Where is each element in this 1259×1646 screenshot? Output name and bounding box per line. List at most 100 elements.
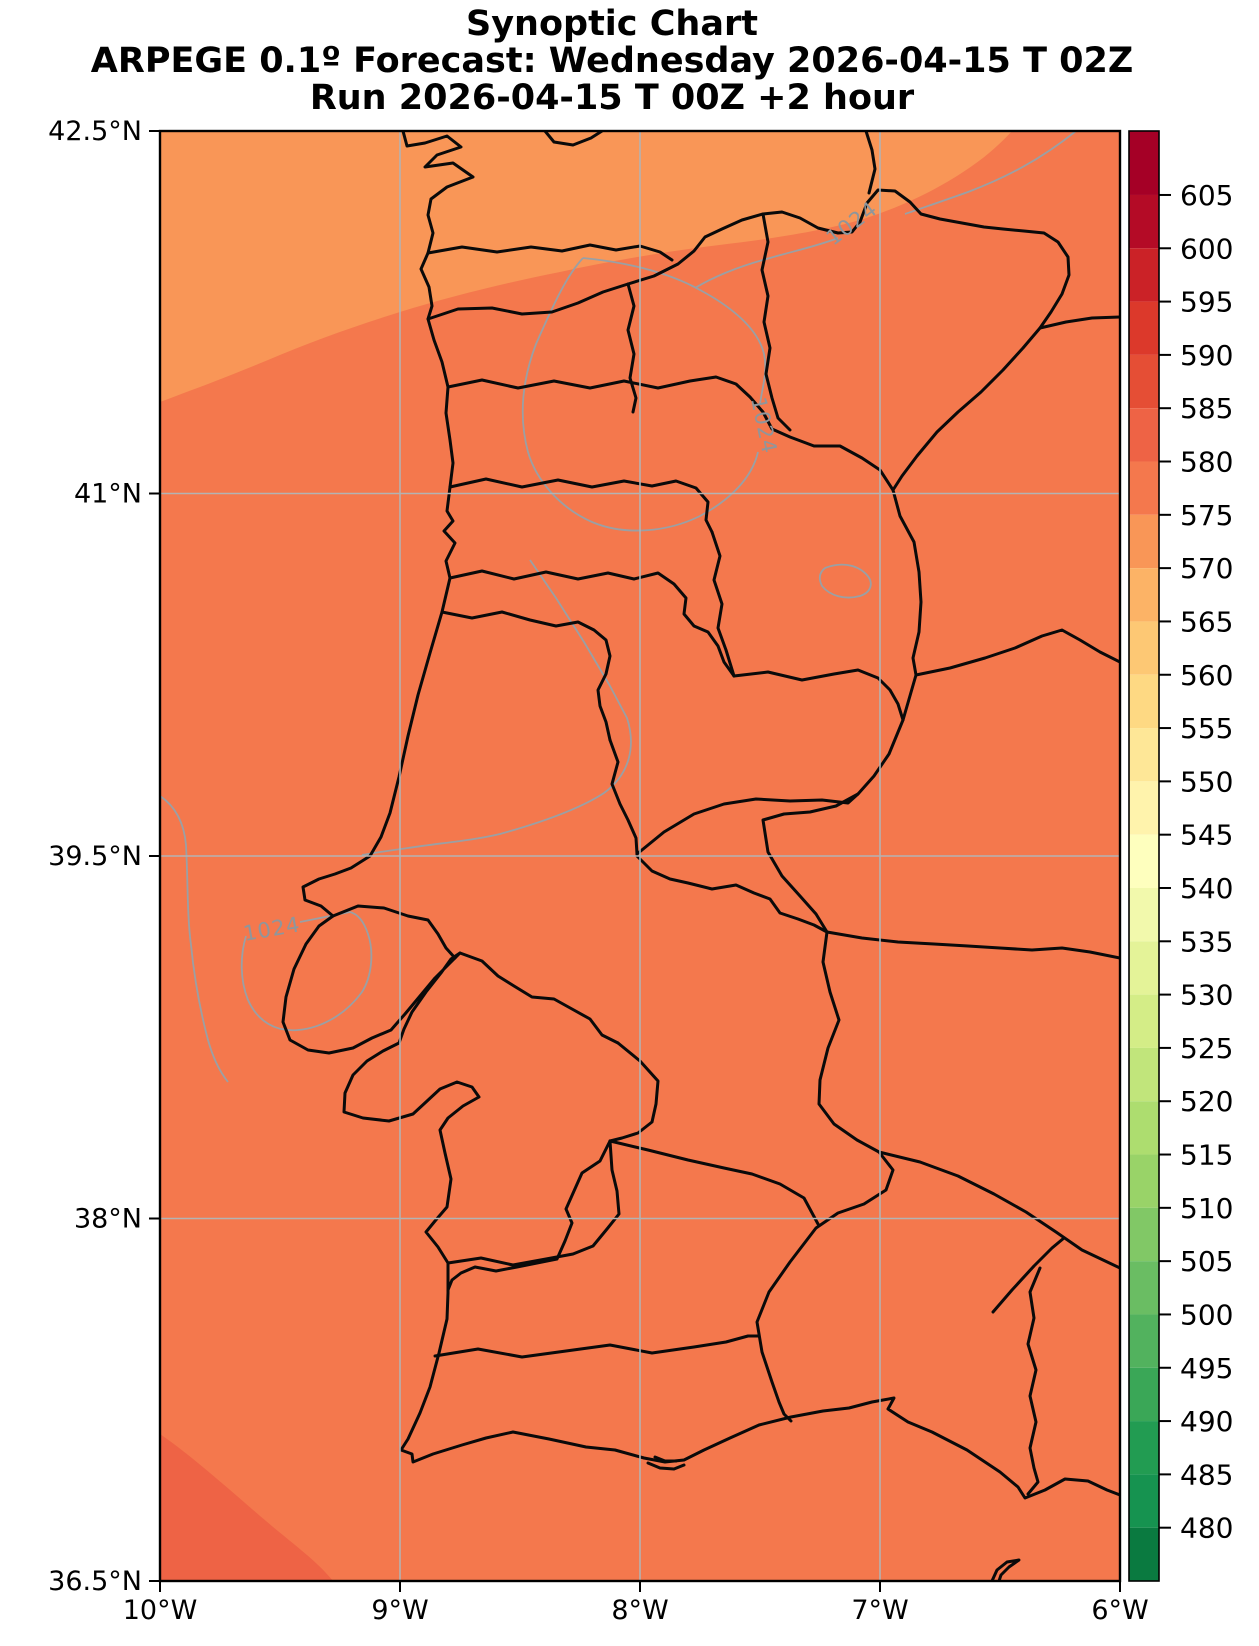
colorbar-tick-label: 520 xyxy=(1180,1085,1233,1118)
x-axis: 10°W 9°W 8°W 7°W 6°W xyxy=(123,1581,1149,1626)
colorbar-tick-label: 550 xyxy=(1180,765,1233,798)
colorbar-tick-label: 540 xyxy=(1180,872,1233,905)
district-douro-line xyxy=(446,375,895,492)
colorbar-segment-590-595 xyxy=(1129,301,1159,355)
district-lisboa-santarem xyxy=(331,904,457,960)
y-tick-label: 36.5°N xyxy=(48,1566,142,1597)
district-leiria-santarem xyxy=(608,738,639,856)
boundary-spain-ne xyxy=(1038,315,1120,330)
colorbar-tick-label: 595 xyxy=(1180,286,1233,319)
district-viana-braga xyxy=(426,243,674,262)
district-evora-beja xyxy=(608,1139,820,1226)
colorbar-tick-label: 600 xyxy=(1180,232,1233,265)
colorbar-segment-475-480 xyxy=(1129,1527,1159,1581)
district-santarem-portalegre xyxy=(635,854,829,934)
colorbar-tick-label: 575 xyxy=(1180,499,1233,532)
colorbar-ticks: 605 600 595 590 585 580 575 570 565 560 555 550 545 5… xyxy=(1159,179,1233,1545)
fill-band-570-575 xyxy=(160,131,1012,402)
colorbar-segment-505-510 xyxy=(1129,1207,1159,1262)
district-braga-vilareal xyxy=(626,282,638,414)
colorbar-tick-label: 555 xyxy=(1180,712,1233,745)
boundary-spain-southeast xyxy=(877,1150,1120,1270)
district-setubal-beja xyxy=(446,1139,621,1267)
y-tick-label: 42.5°N xyxy=(48,116,142,147)
isobar-1024-west xyxy=(160,795,229,1083)
coastline-galicia-stub xyxy=(543,131,604,147)
y-axis: 42.5°N 41°N 39.5°N 38°N 36.5°N xyxy=(48,116,160,1597)
isobar-1024-east-ring xyxy=(818,563,872,599)
border-spain-top-stub xyxy=(864,131,877,195)
district-guarda-castelobranco xyxy=(732,668,905,722)
colorbar-tick-label: 570 xyxy=(1180,552,1233,585)
colorbar-segment-495-500 xyxy=(1129,1314,1159,1368)
colorbar-tick-label: 485 xyxy=(1180,1458,1233,1491)
colorbar-segment-540-545 xyxy=(1129,834,1159,888)
x-tick-label: 10°W xyxy=(123,1595,198,1626)
colorbar-segment-535-540 xyxy=(1129,887,1159,942)
colorbar-segment-555-560 xyxy=(1129,674,1159,729)
colorbar-segment-490-495 xyxy=(1129,1367,1159,1422)
colorbar-tick-label: 490 xyxy=(1180,1405,1233,1438)
district-aveiro-viseu xyxy=(448,569,736,678)
border-portugal-spain xyxy=(426,188,1071,1423)
coastline-cadiz-stub xyxy=(990,1558,1021,1581)
isobar-1024-northeast xyxy=(694,131,1077,289)
x-tick-label: 7°W xyxy=(851,1595,908,1626)
graticule xyxy=(160,131,1120,1581)
colorbar-frame xyxy=(1128,130,1160,1582)
colorbar-segment-575-580 xyxy=(1129,461,1159,515)
colorbar-segment-600-605 xyxy=(1129,194,1159,249)
ria-formosa-islands xyxy=(646,1455,686,1471)
colorbar-tick-label: 495 xyxy=(1180,1352,1233,1385)
x-tick-label: 6°W xyxy=(1091,1595,1148,1626)
district-setubal-evora xyxy=(446,1139,612,1292)
x-tick-label: 8°W xyxy=(611,1595,668,1626)
fill-band-580-585 xyxy=(160,1434,333,1581)
colorbar-segment-605-611 xyxy=(1129,131,1159,195)
colorbar-tick-label: 605 xyxy=(1180,179,1233,212)
title-block: Synoptic Chart ARPEGE 0.1º Forecast: Wedn… xyxy=(0,6,1224,117)
y-tick-label: 41°N xyxy=(74,479,142,510)
colorbar-segment-480-485 xyxy=(1129,1474,1159,1528)
y-tick-label: 38°N xyxy=(74,1204,142,1235)
district-castelobranco-santarem xyxy=(635,792,860,856)
district-beja-faro xyxy=(433,1334,761,1359)
chart-run-line: Run 2026-04-15 T 00Z +2 hour xyxy=(309,78,915,118)
isobar-lines xyxy=(160,131,1077,1083)
colorbar-tick-label: 480 xyxy=(1180,1512,1233,1545)
colorbar-segment-565-570 xyxy=(1129,568,1159,622)
x-tick-label: 9°W xyxy=(371,1595,428,1626)
colorbar-tick-label: 510 xyxy=(1180,1192,1233,1225)
colorbar-segment-515-520 xyxy=(1129,1101,1159,1155)
colorbar-segment-545-550 xyxy=(1129,781,1159,835)
colorbar-tick-label: 515 xyxy=(1180,1139,1233,1172)
colorbar-tick-label: 530 xyxy=(1180,979,1233,1012)
colorbar-tick-label: 545 xyxy=(1180,819,1233,852)
colorbar-segment-530-535 xyxy=(1129,941,1159,995)
isobar-1024-central-south xyxy=(361,559,632,856)
colorbar-segment-510-515 xyxy=(1129,1154,1159,1208)
chart-subtitle: ARPEGE 0.1º Forecast: Wednesday 2026-04-… xyxy=(90,41,1134,81)
boundary-spain-east-1 xyxy=(914,628,1120,677)
district-porto-aveiro xyxy=(448,477,714,534)
isobar-1024-lisbon-loop xyxy=(240,911,373,1032)
district-vilareal-braganca xyxy=(760,212,792,432)
colorbar-tick-label: 585 xyxy=(1180,392,1233,425)
colorbar-segment-525-530 xyxy=(1129,994,1159,1048)
colorbar-segment-570-575 xyxy=(1129,514,1159,569)
colorbar-tick-label: 525 xyxy=(1180,1032,1233,1065)
colorbar-tick-label: 500 xyxy=(1180,1298,1233,1331)
y-tick-label: 39.5°N xyxy=(48,841,142,872)
colorbar-segment-500-505 xyxy=(1129,1261,1159,1315)
colorbar-segment-550-555 xyxy=(1129,728,1159,782)
colorbar-segment-585-590 xyxy=(1129,354,1159,409)
district-coimbra-leiria xyxy=(440,610,612,742)
colorbar-tick-label: 505 xyxy=(1180,1245,1233,1278)
colorbar-segment-560-565 xyxy=(1129,621,1159,675)
geography-lines xyxy=(281,131,1120,1581)
district-viseu-guarda xyxy=(710,530,736,678)
colorbar-segment-580-585 xyxy=(1129,408,1159,462)
boundary-spain-guadiana xyxy=(1026,1266,1042,1496)
colorbar-segment-520-525 xyxy=(1129,1047,1159,1102)
